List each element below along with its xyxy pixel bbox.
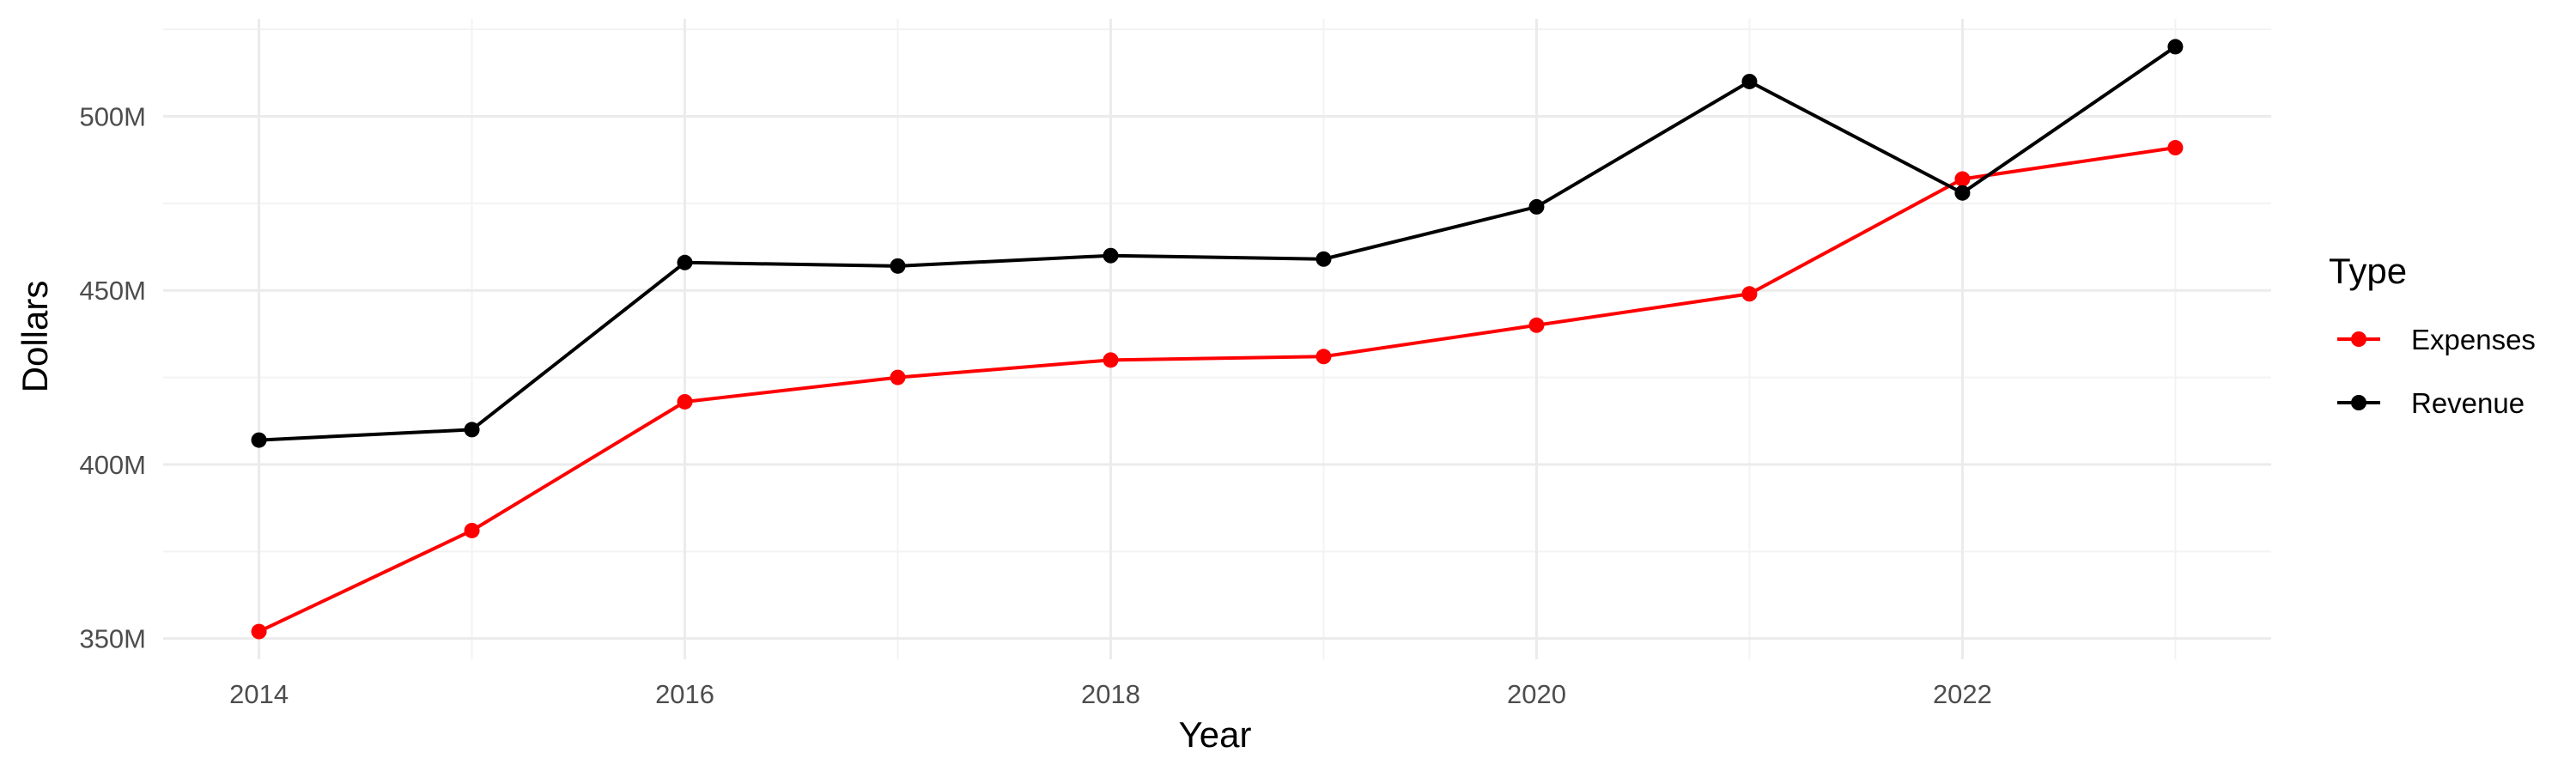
expenses-point — [1103, 352, 1119, 368]
revenue-point — [1528, 198, 1545, 215]
revenue-point — [677, 254, 693, 270]
expenses-line — [258, 146, 2176, 634]
expenses-point — [464, 522, 480, 538]
grid — [163, 19, 2271, 659]
legend-key-point — [2351, 331, 2366, 347]
expenses-point — [1954, 171, 1971, 187]
revenue-point — [1954, 185, 1971, 201]
y-tick-label: 450M — [79, 276, 146, 306]
revenue-series — [251, 39, 2184, 448]
tick-labels: 2014 2016 2018 2020 2022 350M 400M 450M 500M — [79, 102, 1991, 709]
series-layer — [251, 39, 2184, 640]
x-tick-label: 2014 — [229, 679, 289, 709]
legend-key-point — [2351, 395, 2366, 410]
expenses-point — [890, 369, 906, 385]
expenses-point — [677, 393, 693, 410]
expenses-series — [251, 140, 2184, 640]
revenue-point — [890, 258, 906, 274]
legend-label: Revenue — [2411, 387, 2524, 419]
y-tick-label: 350M — [79, 624, 146, 654]
x-axis-title: Year — [1179, 714, 1252, 755]
x-tick-label: 2022 — [1933, 679, 1992, 709]
legend-label: Expenses — [2411, 324, 2536, 355]
expenses-point — [1315, 349, 1332, 365]
y-tick-label: 500M — [79, 102, 146, 132]
y-tick-label: 400M — [79, 450, 146, 480]
revenue-point — [2167, 39, 2184, 55]
legend-entry-revenue: Revenue — [2337, 387, 2524, 419]
expenses-point — [251, 623, 267, 640]
expenses-point — [1528, 317, 1545, 333]
x-tick-label: 2018 — [1081, 679, 1140, 709]
revenue-line — [258, 45, 2177, 442]
x-tick-label: 2020 — [1507, 679, 1566, 709]
revenue-point — [1741, 73, 1758, 89]
legend: Type Expenses Revenue — [2329, 251, 2536, 419]
legend-title: Type — [2329, 251, 2407, 291]
revenue-point — [1315, 251, 1332, 267]
revenue-point — [251, 432, 267, 448]
revenue-point — [1103, 247, 1119, 264]
legend-entry-expenses: Expenses — [2337, 324, 2536, 355]
expenses-point — [2167, 140, 2184, 156]
x-tick-label: 2016 — [655, 679, 714, 709]
legend-entries: Expenses Revenue — [2337, 324, 2536, 419]
expenses-point — [1741, 286, 1758, 302]
revenue-point — [464, 422, 480, 438]
y-axis-title: Dollars — [15, 281, 55, 393]
